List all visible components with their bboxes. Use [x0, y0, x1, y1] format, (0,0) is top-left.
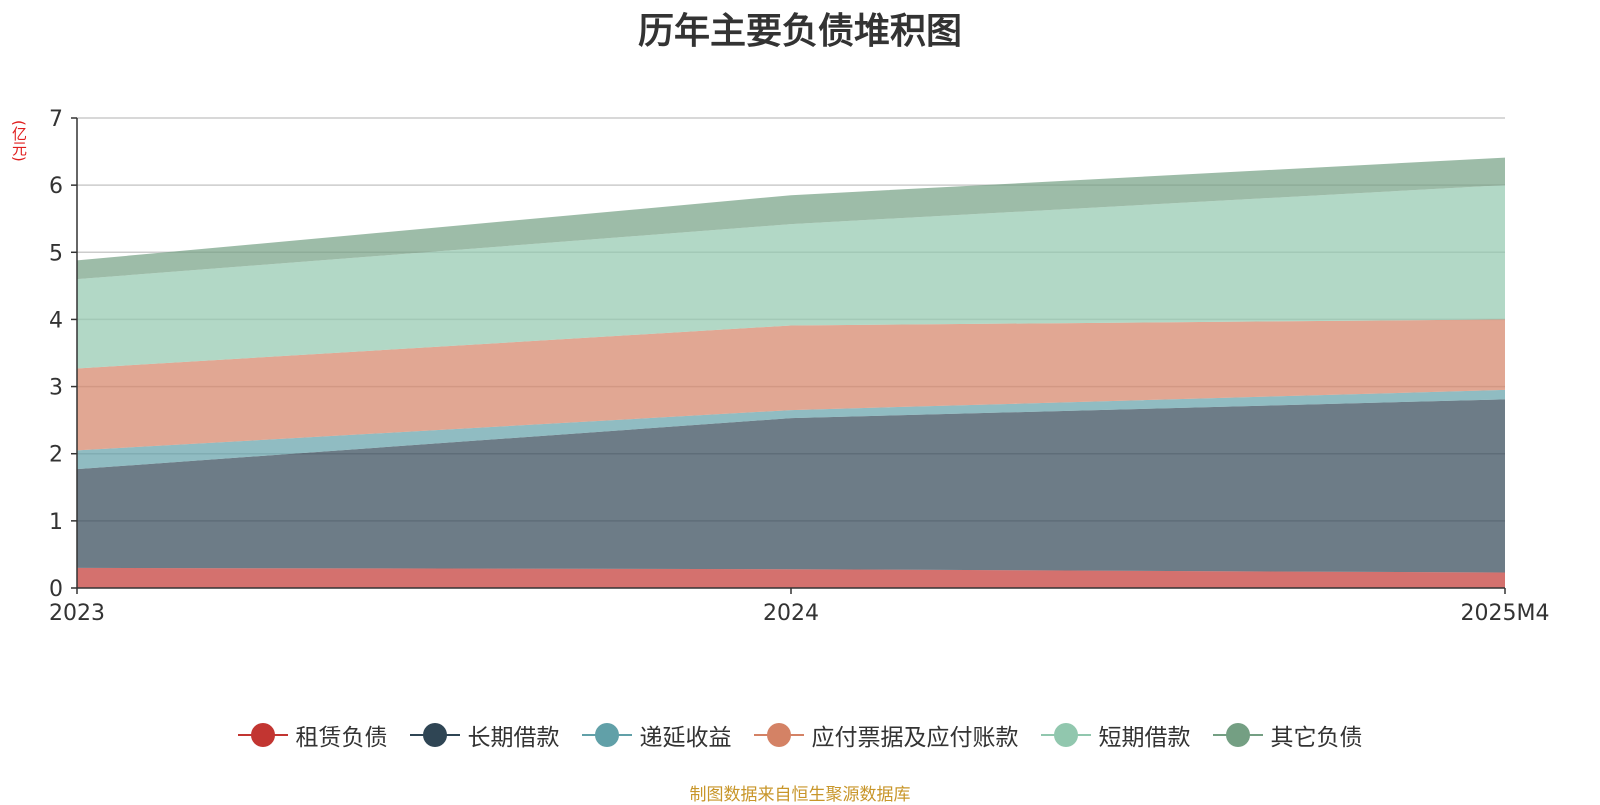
x-tick-label: 2024: [763, 601, 819, 626]
area-series-6: [77, 157, 1505, 280]
legend-item[interactable]: 递延收益: [581, 718, 732, 752]
legend-marker: [1212, 723, 1263, 747]
legend-marker: [753, 723, 804, 747]
y-tick-label: 5: [49, 241, 63, 266]
area-series-1: [77, 567, 1505, 588]
legend-item[interactable]: 其它负债: [1212, 718, 1363, 752]
y-tick-label: 1: [49, 510, 63, 535]
legend-item[interactable]: 租赁负债: [237, 718, 388, 752]
legend-marker: [409, 723, 460, 747]
legend-label: 其它负债: [1270, 725, 1363, 751]
axes: 0 1 2 3 4 5 6 7 2023 2024 2025M4: [49, 107, 1549, 626]
legend-marker: [237, 723, 288, 747]
y-axis-unit-label: (亿元): [10, 120, 28, 162]
legend-label: 递延收益: [639, 725, 732, 751]
legend-marker: [1040, 723, 1091, 747]
stacked-area-chart: 0 1 2 3 4 5 6 7 2023 2024 2025M4: [49, 107, 1549, 626]
area-series-4: [77, 319, 1505, 451]
legend-label: 应付票据及应付账款: [811, 725, 1019, 751]
x-tick-label: 2023: [49, 601, 105, 626]
y-tick-label: 2: [49, 443, 63, 468]
legend-item[interactable]: 短期借款: [1040, 718, 1191, 752]
legend-marker: [581, 723, 632, 747]
legend-item[interactable]: 应付票据及应付账款: [753, 718, 1019, 752]
legend-item[interactable]: 长期借款: [409, 718, 560, 752]
legend-label: 长期借款: [467, 725, 560, 751]
legend-label: 短期借款: [1098, 725, 1191, 751]
source-note: 制图数据来自恒生聚源数据库: [689, 785, 911, 805]
y-tick-label: 4: [49, 308, 63, 333]
area-series-5: [77, 185, 1505, 369]
chart-title: 历年主要负债堆积图: [637, 11, 962, 52]
area-series-2: [77, 399, 1505, 573]
y-tick-label: 7: [49, 107, 63, 132]
legend-label: 租赁负债: [295, 725, 388, 751]
series-areas: [77, 157, 1505, 588]
area-series-3: [77, 389, 1505, 470]
y-tick-label: 3: [49, 376, 63, 401]
legend: 租赁负债 长期借款 递延收益 应付票据及应付账款 短期借款 其它负债: [0, 718, 1600, 752]
y-tick-label: 0: [49, 577, 63, 602]
x-tick-label: 2025M4: [1461, 601, 1550, 626]
y-tick-label: 6: [49, 174, 63, 199]
